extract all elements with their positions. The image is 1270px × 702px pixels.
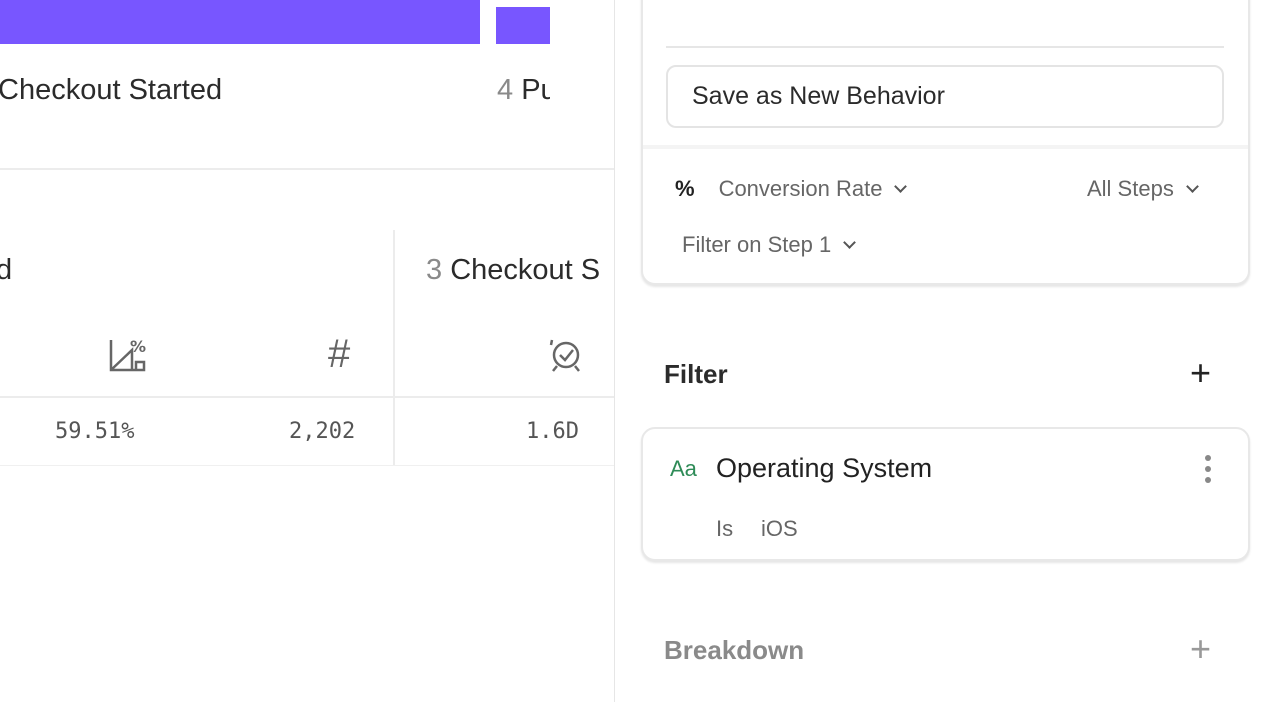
funnel-bar-step-4[interactable] [496, 7, 550, 44]
dot [1205, 466, 1211, 472]
svg-text:%: % [130, 337, 146, 356]
query-sidebar: Save as New Behavior % Conversion Rate A… [616, 0, 1270, 702]
funnel-chart-panel: Checkout Started 4 Pu d 3 Checkout S % #… [0, 0, 615, 702]
step-number: 4 [497, 74, 514, 106]
column-divider [393, 230, 395, 466]
add-breakdown-icon[interactable]: + [1190, 628, 1212, 669]
dot [1205, 477, 1211, 483]
column-header-step-3: 3 Checkout S [426, 254, 600, 287]
time-to-convert-value: 1.6D [526, 419, 579, 444]
add-filter-icon[interactable]: + [1190, 352, 1212, 393]
step-name: Pu [521, 74, 550, 106]
filter-section-title: Filter [664, 359, 728, 389]
string-type-icon: Aa [670, 456, 697, 481]
measure-label: Conversion Rate [718, 176, 883, 201]
percent-icon: % [675, 176, 695, 201]
dot [1205, 455, 1211, 461]
step-number: 3 [426, 254, 443, 286]
more-options-icon[interactable] [1205, 455, 1211, 483]
count-value: 2,202 [289, 419, 356, 444]
count-icon[interactable]: # [328, 332, 351, 376]
chevron-down-icon [1185, 180, 1199, 193]
step-label-3: Checkout Started [0, 74, 223, 106]
conversion-rate-icon[interactable]: % [108, 336, 148, 374]
metric-card: Save as New Behavior % Conversion Rate A… [641, 0, 1250, 285]
filter-operator[interactable]: Is [716, 516, 734, 541]
save-as-new-behavior-button[interactable]: Save as New Behavior [666, 65, 1224, 128]
steps-dropdown[interactable]: All Steps [1087, 176, 1199, 202]
funnel-bar-step-3[interactable] [0, 0, 480, 44]
column-header-step-2: d [0, 254, 12, 287]
filter-on-step-dropdown[interactable]: Filter on Step 1 [682, 232, 857, 258]
chevron-down-icon [843, 236, 857, 249]
divider [643, 145, 1248, 149]
step-name: Checkout S [450, 254, 601, 286]
row-divider [0, 465, 614, 466]
time-to-convert-icon[interactable] [548, 336, 584, 372]
divider [666, 46, 1224, 48]
measure-dropdown[interactable]: % Conversion Rate [675, 176, 908, 202]
chevron-down-icon [894, 180, 908, 193]
step-label-4: 4 Pu [497, 74, 550, 107]
divider [0, 168, 614, 170]
row-divider [0, 396, 614, 398]
steps-label: All Steps [1087, 176, 1174, 201]
filter-property[interactable]: Operating System [716, 453, 933, 483]
filter-step-label: Filter on Step 1 [682, 232, 832, 257]
breakdown-section-title: Breakdown [664, 635, 805, 665]
conversion-rate-value: 59.51% [55, 419, 135, 444]
filter-value[interactable]: iOS [761, 516, 798, 541]
filter-card[interactable]: Aa Operating System Is iOS [641, 427, 1250, 561]
